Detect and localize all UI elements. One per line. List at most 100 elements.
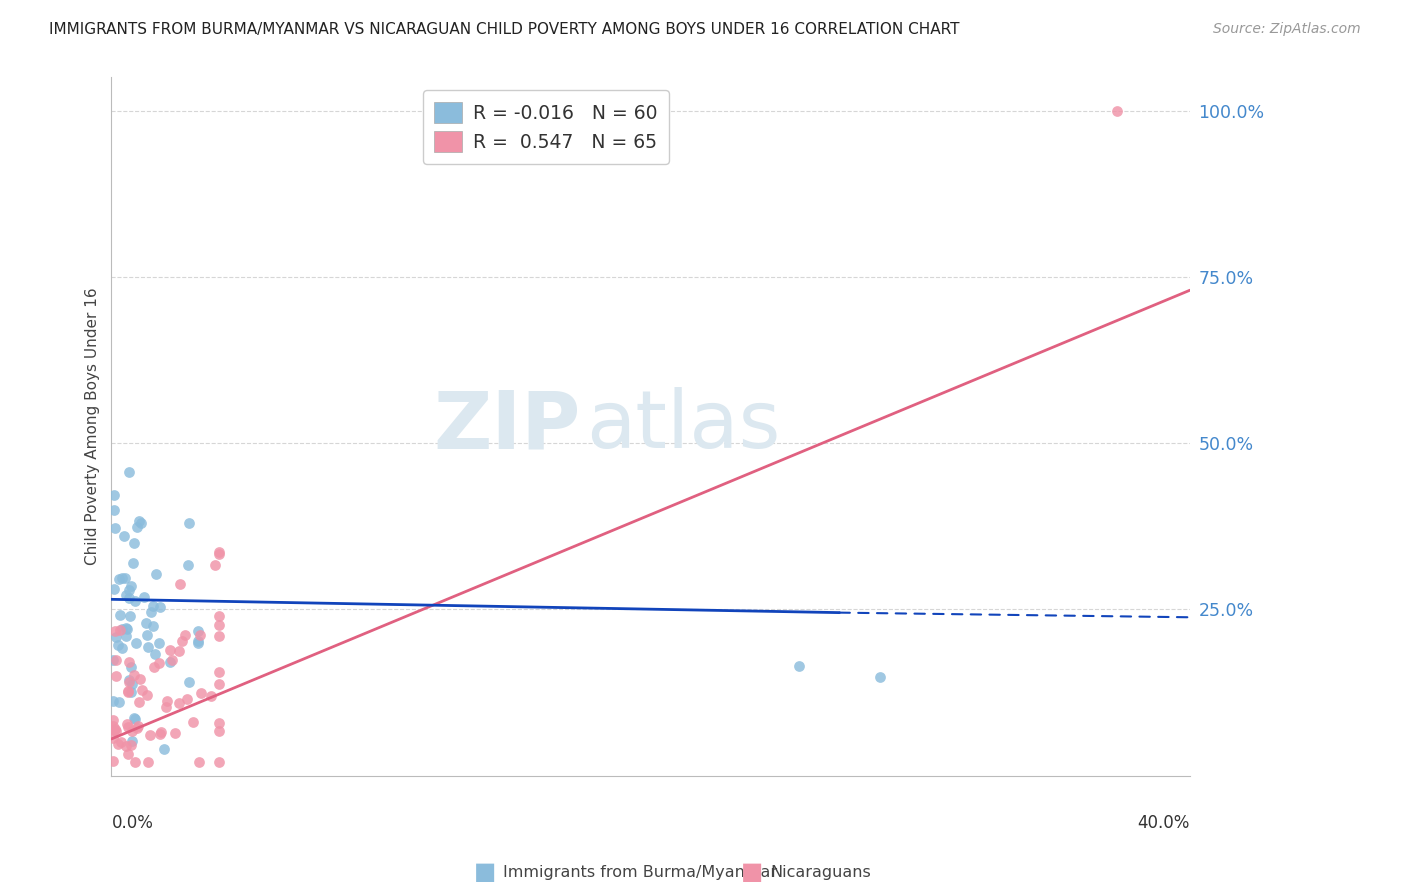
Point xyxy=(118,675,141,690)
Point xyxy=(108,572,131,586)
Point xyxy=(110,624,132,638)
Text: ■: ■ xyxy=(741,861,763,884)
Point xyxy=(120,660,142,674)
Point xyxy=(120,685,142,699)
Point xyxy=(181,714,204,729)
Text: IMMIGRANTS FROM BURMA/MYANMAR VS NICARAGUAN CHILD POVERTY AMONG BOYS UNDER 16 CO: IMMIGRANTS FROM BURMA/MYANMAR VS NICARAG… xyxy=(49,22,960,37)
Point xyxy=(163,726,186,740)
Point xyxy=(103,521,125,535)
Point xyxy=(101,719,124,733)
Point xyxy=(208,716,231,731)
Point xyxy=(127,719,149,733)
Point xyxy=(208,677,231,691)
Point xyxy=(787,658,810,673)
Point xyxy=(136,689,159,703)
Point xyxy=(142,659,165,673)
Point xyxy=(107,638,129,652)
Point xyxy=(115,629,138,643)
Point xyxy=(176,691,198,706)
Point xyxy=(120,608,142,623)
Point xyxy=(104,723,127,738)
Point xyxy=(149,727,172,741)
Point xyxy=(139,728,162,742)
Point xyxy=(150,725,173,739)
Point xyxy=(117,685,139,699)
Point xyxy=(188,628,211,642)
Point xyxy=(104,722,127,736)
Point xyxy=(121,723,143,738)
Point xyxy=(103,488,125,502)
Point xyxy=(114,571,136,585)
Point xyxy=(159,655,181,669)
Point xyxy=(121,734,143,748)
Point xyxy=(101,653,124,667)
Point xyxy=(124,756,146,770)
Point xyxy=(120,738,142,752)
Point xyxy=(117,684,139,698)
Point xyxy=(208,547,231,561)
Point xyxy=(141,605,163,619)
Point xyxy=(208,665,231,680)
Point xyxy=(167,644,190,658)
Point xyxy=(132,590,155,604)
Point xyxy=(118,655,141,669)
Legend: R = -0.016   N = 60, R =  0.547   N = 65: R = -0.016 N = 60, R = 0.547 N = 65 xyxy=(423,90,669,163)
Point xyxy=(125,636,148,650)
Point xyxy=(103,723,125,737)
Point xyxy=(125,721,148,735)
Text: Nicaraguans: Nicaraguans xyxy=(770,865,872,880)
Point xyxy=(136,628,159,642)
Point xyxy=(118,673,141,687)
Point xyxy=(104,653,127,667)
Point xyxy=(115,588,138,602)
Point xyxy=(170,633,193,648)
Point xyxy=(118,591,141,605)
Point xyxy=(162,653,184,667)
Point xyxy=(129,516,152,530)
Point xyxy=(120,579,142,593)
Point xyxy=(110,735,132,749)
Point xyxy=(101,694,124,708)
Point xyxy=(208,608,231,623)
Point xyxy=(174,628,197,642)
Point xyxy=(155,700,177,714)
Point xyxy=(159,643,181,657)
Point xyxy=(200,689,222,703)
Point xyxy=(117,466,139,480)
Point xyxy=(167,696,190,710)
Point xyxy=(1107,103,1129,118)
Point xyxy=(128,514,150,528)
Point xyxy=(108,608,131,623)
Point xyxy=(187,634,209,648)
Point xyxy=(153,742,176,756)
Point xyxy=(128,695,150,709)
Point xyxy=(122,556,145,570)
Point xyxy=(131,683,153,698)
Point xyxy=(118,583,141,598)
Point xyxy=(135,616,157,631)
Point xyxy=(127,520,149,534)
Text: atlas: atlas xyxy=(586,387,780,466)
Point xyxy=(148,656,170,670)
Point xyxy=(190,686,212,700)
Point xyxy=(105,630,128,644)
Point xyxy=(101,754,124,768)
Point xyxy=(108,695,131,709)
Point xyxy=(177,558,200,572)
Point xyxy=(110,622,132,636)
Point xyxy=(187,624,209,639)
Point xyxy=(115,739,138,754)
Point xyxy=(177,516,200,530)
Point xyxy=(204,558,226,573)
Point xyxy=(103,502,125,516)
Point xyxy=(105,669,128,683)
Point xyxy=(141,619,163,633)
Text: Source: ZipAtlas.com: Source: ZipAtlas.com xyxy=(1213,22,1361,37)
Point xyxy=(115,622,138,636)
Point xyxy=(156,694,179,708)
Text: Immigrants from Burma/Myanmar: Immigrants from Burma/Myanmar xyxy=(503,865,778,880)
Point xyxy=(111,641,134,656)
Point xyxy=(208,617,231,632)
Point xyxy=(148,635,170,649)
Text: 0.0%: 0.0% xyxy=(111,814,153,832)
